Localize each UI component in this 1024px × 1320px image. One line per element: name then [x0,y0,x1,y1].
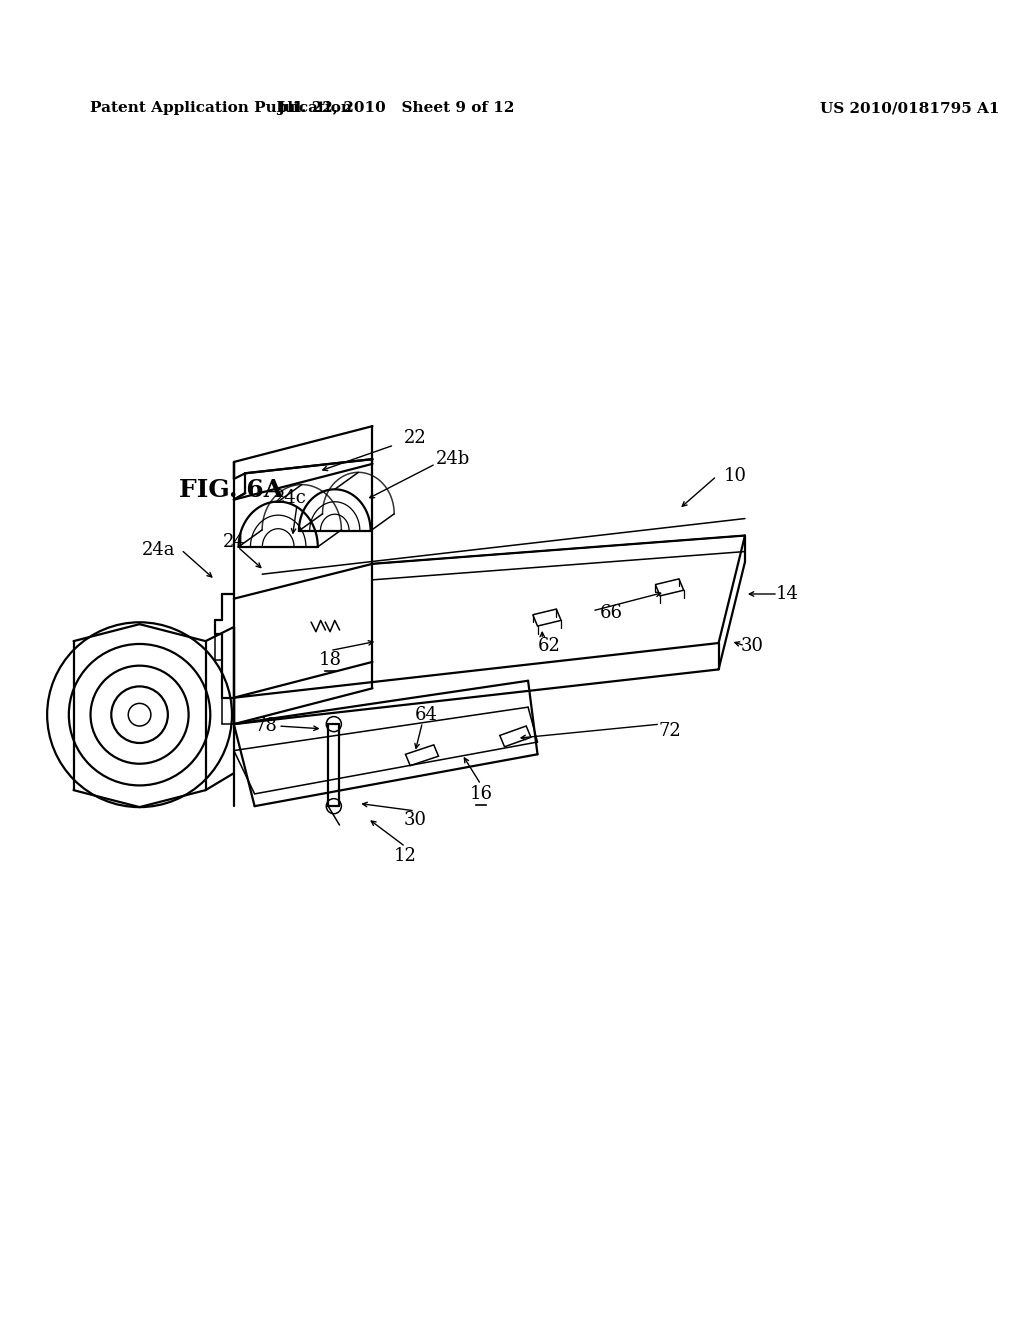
Text: 64: 64 [415,706,437,723]
Text: 30: 30 [403,812,426,829]
Text: 10: 10 [724,467,748,486]
Text: 24c: 24c [274,488,307,507]
Text: Jul. 22, 2010   Sheet 9 of 12: Jul. 22, 2010 Sheet 9 of 12 [278,102,515,115]
Text: 66: 66 [600,603,623,622]
Text: 72: 72 [658,722,681,739]
Text: 18: 18 [318,651,342,669]
Text: 78: 78 [255,717,278,735]
Text: US 2010/0181795 A1: US 2010/0181795 A1 [820,102,999,115]
Text: Patent Application Publication: Patent Application Publication [89,102,351,115]
Text: 24a: 24a [141,541,175,558]
Text: 14: 14 [776,585,799,603]
Text: 12: 12 [394,847,417,865]
Text: 24: 24 [222,533,245,552]
Text: 62: 62 [538,636,560,655]
Text: FIG. 6A: FIG. 6A [179,478,284,502]
Text: 24b: 24b [435,450,470,469]
Text: 22: 22 [403,429,426,447]
Text: 30: 30 [741,636,764,655]
Text: 16: 16 [469,785,493,803]
